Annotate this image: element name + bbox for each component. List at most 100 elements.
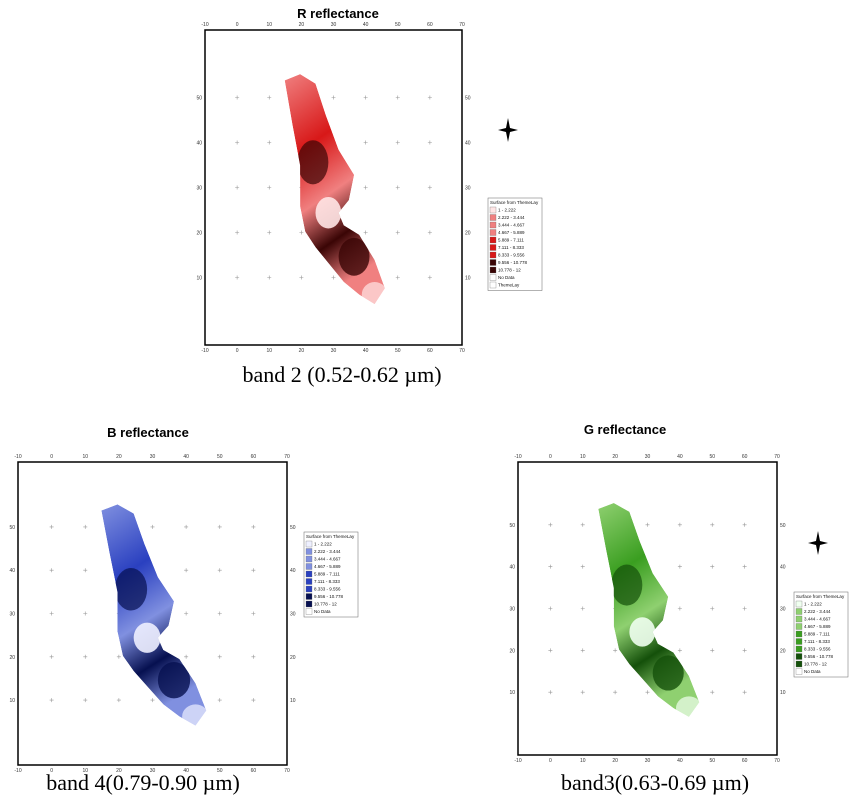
grid-cross [83,611,88,616]
grid-cross [184,524,189,529]
grid-cross [251,654,256,659]
panel-caption: band 2 (0.52-0.62 µm) [242,362,441,387]
legend-swatch [305,555,313,563]
grid-cross [548,564,553,569]
legend-label: 7.111 - 8.333 [804,639,830,644]
grid-cross [580,648,585,653]
legend-swatch [795,623,803,630]
y-tick-label: 20 [196,231,202,237]
y-tick-label: 20 [780,648,786,654]
dark-patch [297,140,329,185]
legend-label: 2.222 - 3.444 [314,549,341,554]
x-tick-label: 50 [217,454,223,460]
x-tick-label: 70 [774,758,780,764]
grid-cross [710,648,715,653]
grid-cross [427,275,432,280]
legend-label: No Data [498,275,515,280]
x-tick-label: 0 [549,758,552,764]
grid-cross [363,95,368,100]
y-tick-label: 40 [9,568,15,574]
legend-label: 3.444 - 4.667 [804,617,831,622]
legend-swatch [305,540,313,548]
legend-label: 9.556 - 10.778 [804,654,834,659]
grid-cross [580,606,585,611]
x-tick-label: 20 [299,22,305,28]
grid-cross [395,95,400,100]
y-tick-label: 30 [290,612,296,618]
x-tick-label: 60 [251,768,257,774]
y-tick-label: 40 [780,565,786,571]
grid-cross [299,275,304,280]
x-tick-label: -10 [14,768,21,774]
x-tick-label: 0 [236,22,239,28]
legend-swatch [795,630,803,638]
north-arrow-star [808,531,828,555]
legend-label: 1 - 2.222 [314,542,332,547]
grid-cross [710,606,715,611]
x-tick-label: 30 [331,22,337,28]
grid-cross [742,690,747,695]
legend-title: Surface from ThemeLay [306,534,355,539]
grid-cross [427,185,432,190]
legend-label: 10.778 - 12 [498,268,521,273]
legend-swatch [489,259,497,266]
x-tick-label: -10 [514,454,521,460]
legend-label: 3.444 - 4.667 [314,557,341,562]
y-tick-label: 20 [9,655,15,661]
y-tick-label: 10 [290,698,296,704]
x-tick-label: 60 [427,22,433,28]
grid-cross [49,611,54,616]
x-tick-label: 30 [645,758,651,764]
x-tick-label: 20 [116,768,122,774]
legend-label: 5.889 - 7.111 [804,632,830,637]
y-tick-label: 10 [780,690,786,696]
x-tick-label: 60 [251,454,257,460]
legend-label: 9.556 - 10.778 [314,594,344,599]
legend-swatch [795,668,803,675]
legend-label: 7.111 - 8.333 [498,245,524,250]
panel-title: R reflectance [297,6,379,21]
grid-cross [580,522,585,527]
grid-cross [83,654,88,659]
x-tick-label: 20 [116,454,122,460]
legend-label: 5.889 - 7.111 [314,572,340,577]
x-tick-label: 60 [742,454,748,460]
grid-cross [49,698,54,703]
grid-cross [427,140,432,145]
x-tick-label: 0 [50,768,53,774]
legend-label: 1 - 2.222 [498,208,516,213]
grid-cross [116,654,121,659]
light-patch [133,622,161,653]
legend-swatch [489,266,497,274]
legend-swatch [305,600,313,608]
x-tick-label: 70 [284,454,290,460]
x-tick-label: 10 [82,768,88,774]
x-tick-label: 10 [266,22,272,28]
grid-cross [331,275,336,280]
grid-cross [548,648,553,653]
x-tick-label: 70 [459,22,465,28]
legend-swatch [795,645,803,653]
grid-cross [548,522,553,527]
grid-cross [677,648,682,653]
x-tick-label: -10 [14,454,21,460]
legend-swatch [489,229,497,236]
x-tick-label: -10 [201,22,208,28]
legend-swatch [305,570,313,578]
legend-box [303,531,359,618]
y-tick-label: 20 [290,655,296,661]
legend-swatch [489,214,497,221]
legend-label: 7.111 - 8.333 [314,579,340,584]
x-tick-label: 30 [150,768,156,774]
dark-patch [611,564,643,606]
x-tick-label: -10 [201,348,208,354]
y-tick-label: 50 [465,96,471,102]
grid-cross [267,140,272,145]
y-tick-label: 50 [290,525,296,531]
y-tick-label: 50 [780,523,786,529]
grid-cross [267,95,272,100]
legend-label: No Data [314,609,331,614]
grid-cross [548,690,553,695]
y-tick-label: 30 [780,607,786,613]
